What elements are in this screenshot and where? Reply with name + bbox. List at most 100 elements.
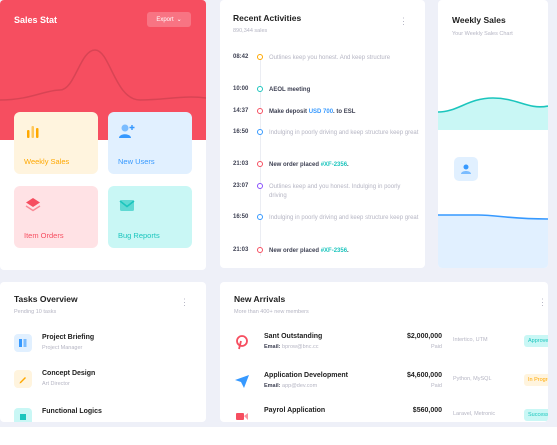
weekly-sales-subtitle: Your Weekly Sales Chart [452, 31, 513, 37]
book-icon [14, 334, 32, 352]
activity-text: Outlines keep you honest. And keep struc… [269, 55, 391, 61]
task-title: Functional Logics [42, 408, 102, 415]
table-row[interactable]: Payrol Application $560,000 Laravel, Met… [234, 406, 548, 422]
timeline-dot-icon [257, 54, 263, 60]
arrival-amount: $560,000 [412, 407, 442, 414]
layers-icon [25, 198, 41, 212]
add-user-icon [119, 124, 135, 138]
weekly-sales-title: Weekly Sales [452, 15, 506, 25]
arrival-email: Email: app@dev.com [264, 383, 317, 389]
timeline-dot-icon [257, 247, 263, 253]
export-button[interactable]: Export ⌄ [147, 12, 191, 27]
pen-icon [14, 370, 32, 388]
timeline-line [260, 56, 261, 256]
bar-chart-icon [27, 126, 39, 138]
order-link[interactable]: #XF-2356 [320, 162, 348, 168]
activity-text: Make deposit USD 700. to ESL [269, 108, 419, 117]
new-arrivals-subtitle: More than 400+ new members [234, 309, 309, 315]
arrival-amount: $4,600,000 [406, 372, 442, 379]
weekly-sales-label: Weekly Sales [24, 157, 70, 166]
activity-time: 21:03 [233, 161, 249, 167]
sales-stat-title: Sales Stat [14, 15, 58, 25]
pinterest-icon [236, 335, 248, 350]
weekly-sales-tile[interactable]: Weekly Sales [14, 112, 98, 174]
more-options-icon[interactable]: ⋮ [399, 16, 408, 26]
arrival-name: Payrol Application [264, 407, 326, 414]
video-icon [236, 413, 248, 420]
activity-time: 16:50 [233, 214, 249, 220]
item-orders-tile[interactable]: Item Orders [14, 186, 98, 248]
chevron-down-icon: ⌄ [176, 17, 182, 23]
timeline-dot-icon [257, 129, 263, 135]
timeline-dot-icon [257, 214, 263, 220]
timeline-dot-icon [257, 86, 263, 92]
weekly-users-area-chart [438, 214, 548, 268]
timeline-dot-icon [257, 183, 263, 189]
new-users-label: New Users [118, 157, 155, 166]
activity-text: AEOL meeting [269, 87, 311, 93]
status-badge: In Progress [524, 374, 548, 386]
users-icon [454, 157, 478, 181]
arrival-name: Sant Outstanding [264, 333, 323, 340]
timeline-dot-icon [257, 108, 263, 114]
table-row[interactable]: Sant Outstanding Email: bprow@bnc.cc $2,… [234, 332, 548, 354]
new-arrivals-title: New Arrivals [234, 294, 286, 304]
task-role: Project Manager [42, 345, 83, 351]
export-label: Export [156, 16, 174, 23]
task-title: Project Briefing [42, 334, 95, 341]
recent-activities-title: Recent Activities [233, 13, 302, 23]
arrival-company: Intertico, UTM [453, 337, 488, 343]
tasks-overview-subtitle: Pending 10 tasks [14, 309, 57, 315]
arrival-email: Email: bprow@bnc.cc [264, 344, 319, 350]
footer-bar [0, 427, 557, 445]
activity-text: Indulging in poorly driving and keep str… [269, 130, 419, 136]
item-orders-label: Item Orders [24, 231, 64, 240]
activity-text-suffix: . to ESL [333, 109, 356, 115]
email-value: bprow@bnc.cc [282, 344, 319, 350]
table-row[interactable]: Application Development Email: app@dev.c… [234, 371, 548, 393]
task-title: Concept Design [42, 370, 96, 377]
status-badge: Approved [524, 335, 548, 347]
timeline-dot-icon [257, 161, 263, 167]
new-users-tile[interactable]: New Users [108, 112, 192, 174]
weekly-sales-area-chart [438, 97, 548, 130]
activity-text-prefix: New order placed [269, 162, 321, 168]
deposit-amount-link[interactable]: USD 700 [308, 109, 334, 115]
new-arrivals-card: New Arrivals More than 400+ new members … [220, 282, 548, 422]
mail-icon [119, 200, 135, 211]
sales-wave-chart [0, 49, 206, 101]
email-value: app@dev.com [282, 383, 318, 389]
bug-reports-label: Bug Reports [118, 231, 160, 240]
code-icon [14, 408, 32, 422]
payment-status: Paid [430, 344, 442, 350]
activity-time: 08:42 [233, 54, 249, 60]
status-badge: Success [524, 409, 548, 421]
arrival-name: Application Development [264, 372, 349, 379]
arrival-company: Python, MySQL [453, 376, 492, 382]
email-label: Email: [264, 344, 281, 350]
email-label: Email: [264, 383, 281, 389]
arrival-amount: $2,000,000 [406, 333, 442, 340]
tasks-overview-title: Tasks Overview [14, 294, 78, 304]
tasks-overview-card: Tasks Overview Pending 10 tasks ⋮ Projec… [0, 282, 206, 422]
activity-time: 23:07 [233, 183, 249, 189]
activity-text: New order placed #XF-2356. [269, 247, 419, 256]
activity-text: New order placed #XF-2356. [269, 161, 419, 170]
more-options-icon[interactable]: ⋮ [538, 297, 547, 307]
activity-time: 16:50 [233, 129, 249, 135]
payment-status: Paid [430, 383, 442, 389]
activity-time: 10:00 [233, 86, 249, 92]
recent-activities-card: Recent Activities 890,344 sales ⋮ 08:42 … [220, 0, 425, 268]
activity-text-prefix: New order placed [269, 248, 321, 254]
order-link[interactable]: #XF-2356 [320, 248, 348, 254]
activity-text: Indulging in poorly driving and keep str… [269, 215, 419, 221]
more-options-icon[interactable]: ⋮ [180, 297, 189, 307]
weekly-sales-card: Weekly Sales Your Weekly Sales Chart [438, 0, 548, 268]
bug-reports-tile[interactable]: Bug Reports [108, 186, 192, 248]
recent-activities-subtitle: 890,344 sales [233, 28, 268, 34]
activity-time: 14:37 [233, 108, 249, 114]
paper-plane-icon [235, 375, 249, 388]
sales-stat-card: Sales Stat Export ⌄ Weekly Sales New Use… [0, 0, 206, 270]
activity-text-suffix: . [347, 248, 349, 254]
activity-time: 21:03 [233, 247, 249, 253]
